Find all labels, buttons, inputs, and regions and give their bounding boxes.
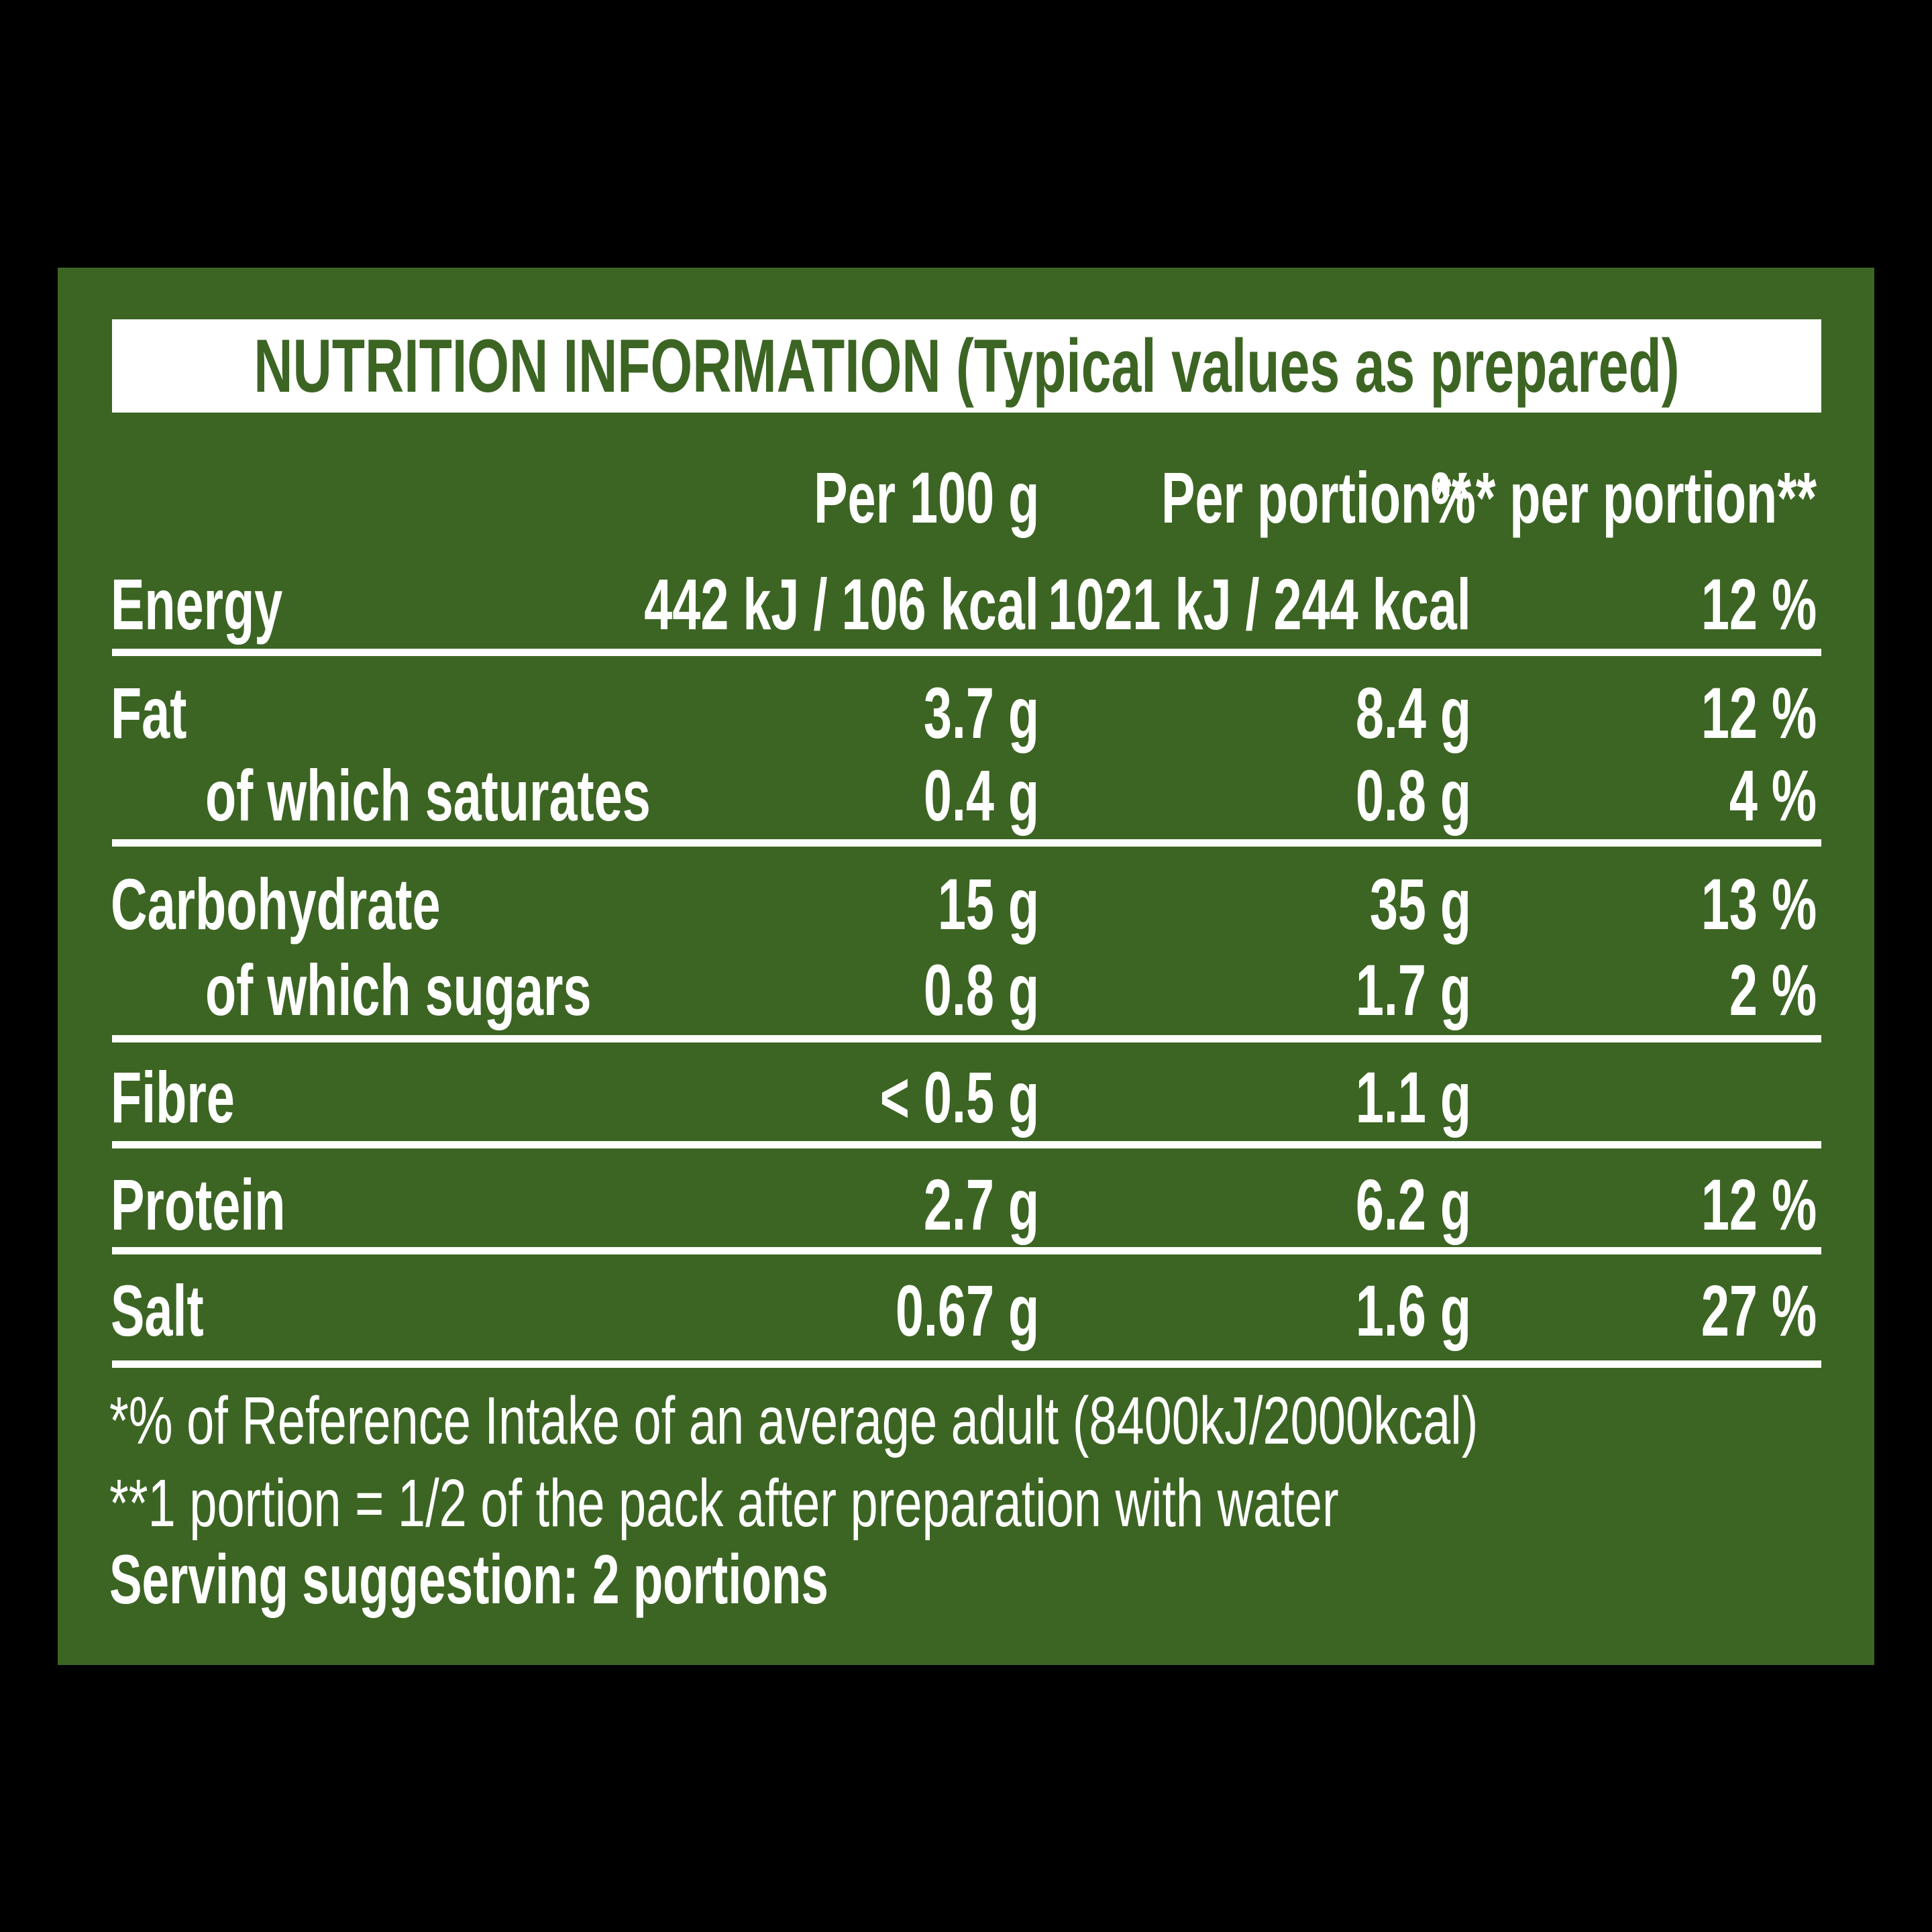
row-divider [112,839,1821,847]
saturates-per-100g: 0.4 g [923,755,1039,836]
column-header-per-portion: Per portion** [1161,457,1471,538]
protein-per-100g: 2.7 g [923,1164,1039,1245]
row-divider [112,1247,1821,1254]
row-divider [112,1360,1821,1368]
energy-per-portion: 1021 kJ / 244 kcal [1048,564,1471,645]
row-label-protein: Protein [111,1164,286,1245]
column-header-percent-ri: %* per portion** [1430,457,1817,538]
row-divider [112,649,1821,656]
row-label-energy: Energy [111,564,283,645]
carbohydrate-per-portion: 35 g [1369,863,1471,945]
sugars-per-portion: 1.7 g [1355,949,1471,1030]
fat-percent-ri: 12 % [1701,672,1817,753]
fibre-per-100g: < 0.5 g [879,1057,1039,1138]
row-label-fibre: Fibre [111,1057,235,1138]
label-title: NUTRITION INFORMATION (Typical values as… [254,323,1680,408]
protein-percent-ri: 12 % [1701,1164,1817,1245]
row-label-salt: Salt [111,1270,204,1351]
title-bar: NUTRITION INFORMATION (Typical values as… [112,319,1821,413]
saturates-percent-ri: 4 % [1729,755,1817,836]
serving-suggestion: Serving suggestion: 2 portions [109,1541,828,1619]
energy-percent-ri: 12 % [1701,564,1817,645]
nutrition-label-panel [58,268,1874,1665]
salt-per-portion: 1.6 g [1355,1270,1471,1351]
column-header-per-100g: Per 100 g [813,457,1039,538]
row-label-carbohydrate: Carbohydrate [111,863,441,945]
sugars-per-100g: 0.8 g [923,949,1039,1030]
sugars-percent-ri: 2 % [1729,949,1817,1030]
row-label-sugars: of which sugars [205,949,592,1030]
footnote-reference-intake: *% of Reference Intake of an average adu… [109,1383,1479,1458]
fat-per-portion: 8.4 g [1355,672,1471,753]
row-label-fat: Fat [111,672,187,753]
carbohydrate-percent-ri: 13 % [1701,863,1817,945]
salt-per-100g: 0.67 g [895,1270,1039,1351]
protein-per-portion: 6.2 g [1355,1164,1471,1245]
fat-per-100g: 3.7 g [923,672,1039,753]
saturates-per-portion: 0.8 g [1355,755,1471,836]
carbohydrate-per-100g: 15 g [937,863,1039,945]
energy-per-100g: 442 kJ / 106 kcal [644,564,1039,645]
row-divider [112,1035,1821,1042]
row-label-saturates: of which saturates [205,755,651,836]
salt-percent-ri: 27 % [1701,1270,1817,1351]
fibre-per-portion: 1.1 g [1355,1057,1471,1138]
row-divider [112,1141,1821,1148]
footnote-portion-definition: **1 portion = 1/2 of the pack after prep… [109,1466,1339,1541]
